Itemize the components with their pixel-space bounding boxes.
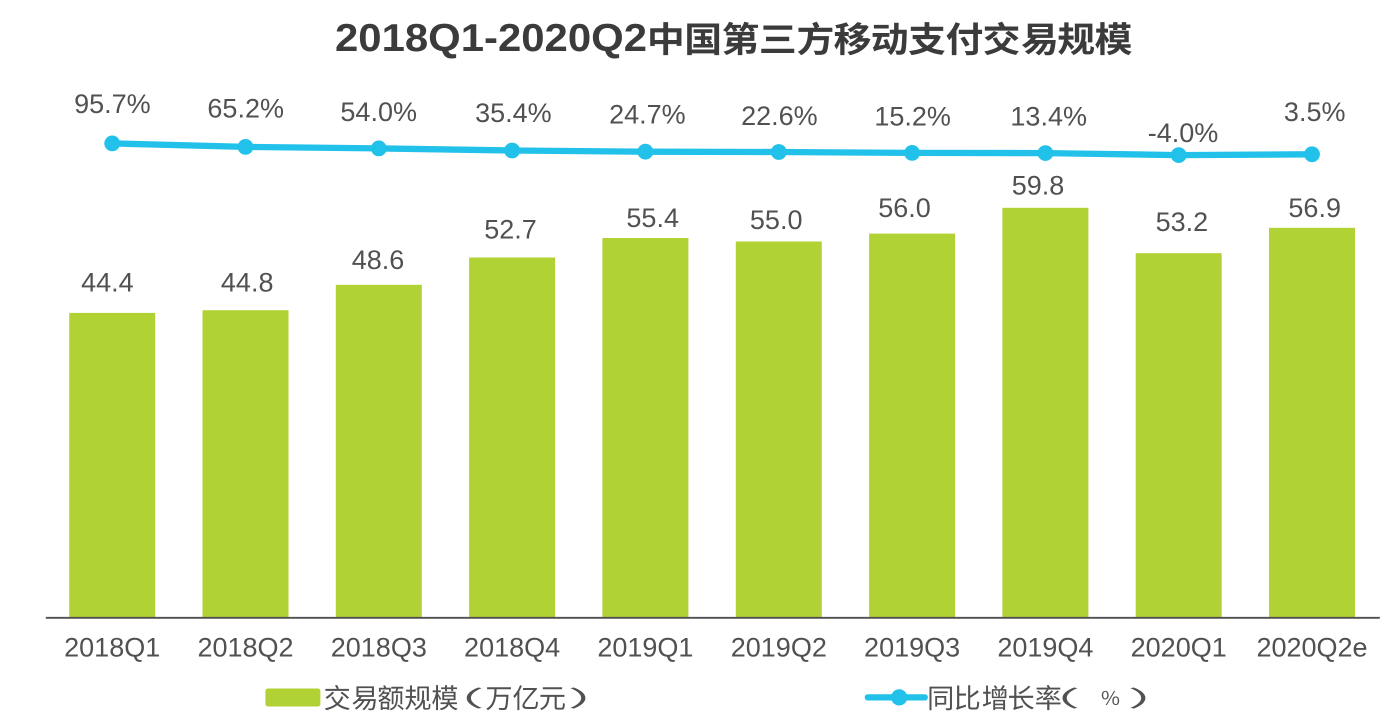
svg-text:55.4: 55.4: [626, 203, 679, 233]
svg-text:65.2%: 65.2%: [207, 93, 284, 123]
svg-text:55.0: 55.0: [750, 205, 803, 235]
svg-text:2020Q2e: 2020Q2e: [1256, 633, 1367, 663]
svg-text:2018Q4: 2018Q4: [464, 633, 560, 663]
svg-text:24.7%: 24.7%: [609, 100, 686, 130]
svg-text:59.8: 59.8: [1012, 170, 1065, 200]
svg-text:56.9: 56.9: [1288, 193, 1341, 223]
svg-text:22.6%: 22.6%: [741, 101, 818, 131]
svg-text:48.6: 48.6: [352, 245, 405, 275]
svg-text:2018Q1: 2018Q1: [64, 633, 160, 663]
svg-text:13.4%: 13.4%: [1010, 102, 1087, 132]
svg-text:2019Q3: 2019Q3: [864, 633, 960, 663]
svg-text:2020Q1: 2020Q1: [1131, 633, 1227, 663]
svg-text:2019Q2: 2019Q2: [731, 633, 827, 663]
svg-text:44.4: 44.4: [81, 267, 134, 297]
svg-text:56.0: 56.0: [878, 193, 931, 223]
svg-text:95.7%: 95.7%: [74, 89, 151, 119]
svg-text:15.2%: 15.2%: [874, 102, 951, 132]
svg-text:-4.0%: -4.0%: [1148, 118, 1219, 148]
svg-text:2018Q3: 2018Q3: [331, 633, 427, 663]
svg-text:52.7: 52.7: [484, 215, 537, 245]
svg-text:53.2: 53.2: [1156, 207, 1209, 237]
svg-text:2019Q4: 2019Q4: [997, 633, 1093, 663]
svg-text:35.4%: 35.4%: [475, 98, 552, 128]
svg-text:2018Q2: 2018Q2: [197, 633, 293, 663]
svg-text:2018Q1-2020Q2: 2018Q1-2020Q2: [335, 17, 647, 60]
svg-text:3.5%: 3.5%: [1284, 97, 1346, 127]
svg-text:54.0%: 54.0%: [340, 97, 417, 127]
svg-text:2019Q1: 2019Q1: [597, 633, 693, 663]
svg-text:44.8: 44.8: [221, 267, 274, 297]
